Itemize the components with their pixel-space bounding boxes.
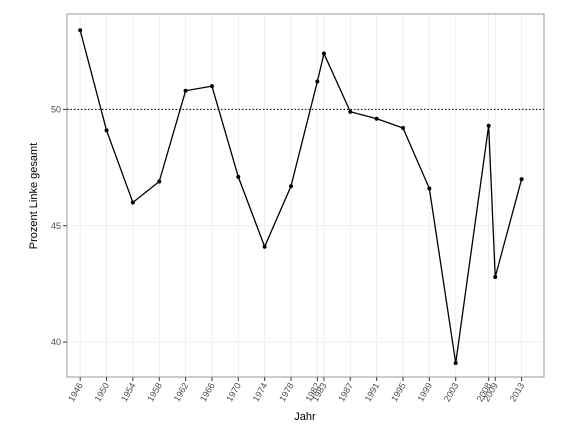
point (348, 109, 353, 114)
point (374, 116, 379, 121)
point (262, 244, 267, 249)
point (157, 179, 162, 184)
point (401, 126, 406, 131)
point (321, 51, 326, 56)
point (453, 361, 458, 366)
point (486, 123, 491, 128)
y-tick-label: 50 (51, 104, 61, 114)
plot-border (66, 13, 545, 378)
y-axis-label: Prozent Linke gesamt (28, 143, 40, 249)
point (78, 28, 83, 33)
point (315, 79, 320, 84)
point (519, 177, 524, 182)
point (104, 128, 109, 133)
point (236, 174, 241, 179)
point (427, 186, 432, 191)
y-tick-label: 40 (51, 337, 61, 347)
x-axis-label: Jahr (294, 411, 316, 423)
point (183, 88, 188, 93)
point (209, 84, 214, 89)
y-tick-label: 45 (51, 221, 61, 231)
point (289, 184, 294, 189)
point (130, 200, 135, 205)
point (493, 274, 498, 279)
